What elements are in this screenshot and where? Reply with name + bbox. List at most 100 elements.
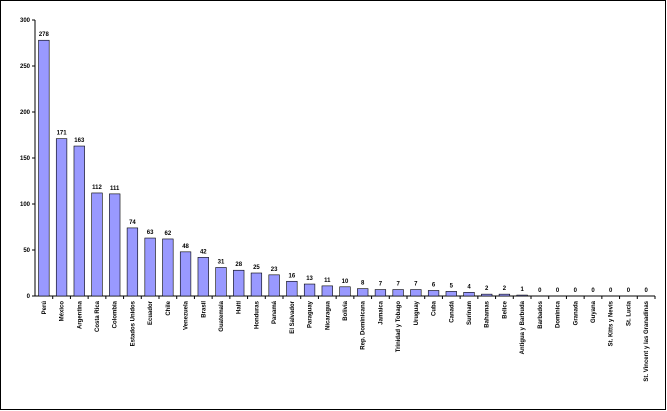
x-tick-label: St. Lucia <box>626 300 632 326</box>
value-label: 8 <box>361 281 365 287</box>
value-label: 163 <box>74 138 85 144</box>
value-label: 48 <box>182 244 189 250</box>
value-label: 25 <box>253 265 260 271</box>
x-tick-label: Canadá <box>449 300 455 322</box>
x-tick-label: Colombia <box>113 300 119 328</box>
value-label: 11 <box>324 278 331 284</box>
x-tick-label: Perú <box>42 301 48 315</box>
bar <box>357 288 369 297</box>
value-label: 13 <box>306 276 313 282</box>
x-tick-label: Estados Unidos <box>130 300 136 346</box>
value-label: 7 <box>379 282 383 288</box>
value-label: 23 <box>271 267 278 273</box>
bar <box>498 293 511 297</box>
bar <box>38 39 50 297</box>
value-label: 278 <box>39 32 50 38</box>
x-tick-label: Haití <box>237 301 243 314</box>
x-tick-label: Jamaica <box>378 300 384 324</box>
bar <box>339 286 351 297</box>
bar <box>109 193 121 297</box>
bar <box>303 283 316 297</box>
x-tick-label: Dominica <box>556 300 562 328</box>
value-label: 2 <box>485 286 489 292</box>
value-label: 171 <box>57 131 68 137</box>
x-tick-label: Granada <box>573 300 579 325</box>
y-tick-label: 150 <box>20 156 31 162</box>
x-tick-label: St. Kitts y Nevis <box>609 300 615 346</box>
value-label: 0 <box>556 288 560 294</box>
bar <box>233 269 245 297</box>
x-tick-label: Belice <box>502 300 508 318</box>
x-tick-label: Bahamas <box>485 300 491 327</box>
bar <box>179 251 192 297</box>
value-label: 0 <box>591 288 595 294</box>
y-tick-label: 300 <box>20 18 31 24</box>
bar <box>481 293 493 297</box>
bar <box>463 292 475 297</box>
x-tick-label: Paraguay <box>308 300 314 328</box>
bar <box>445 291 457 297</box>
bar <box>91 192 103 297</box>
value-label: 2 <box>503 286 507 292</box>
x-tick-label: Costa Rica <box>95 300 101 332</box>
x-tick-label: Guyana <box>591 300 597 323</box>
value-label: 0 <box>538 288 542 294</box>
x-tick-label: Cuba <box>432 300 438 316</box>
value-label: 6 <box>432 282 436 288</box>
value-label: 31 <box>218 259 225 265</box>
x-tick-label: St. Vincent y las Granadinas <box>644 300 650 381</box>
value-label: 0 <box>609 288 613 294</box>
bar <box>250 272 263 297</box>
x-tick-label: México <box>60 301 66 322</box>
bar <box>144 237 156 297</box>
bar <box>286 280 298 297</box>
x-tick-label: Ecuador <box>148 300 154 325</box>
value-label: 0 <box>627 288 631 294</box>
bar <box>516 294 528 297</box>
bar <box>410 289 422 297</box>
bar <box>268 274 280 297</box>
x-tick-label: Trinidad y Tobago <box>396 301 402 353</box>
x-tick-label: Bolivia <box>343 300 349 320</box>
x-tick-label: Argentina <box>77 300 83 329</box>
x-tick-label: Uruguay <box>414 300 420 325</box>
y-tick-label: 50 <box>23 248 30 254</box>
bar <box>427 290 440 297</box>
bar <box>162 238 174 297</box>
x-tick-label: Barbados <box>538 300 544 328</box>
x-tick-label: Rep. Dominicana <box>361 300 367 349</box>
value-label: 10 <box>342 279 349 285</box>
value-label: 42 <box>200 249 207 255</box>
bar <box>215 267 227 297</box>
y-tick-label: 0 <box>27 294 31 300</box>
x-tick-label: Nicaragua <box>325 300 331 330</box>
x-tick-label: Antigua y Barbuda <box>520 300 526 354</box>
value-label: 112 <box>92 185 102 191</box>
value-label: 28 <box>235 262 242 268</box>
value-label: 4 <box>467 284 471 290</box>
value-label: 62 <box>165 231 172 237</box>
x-tick-label: Panamá <box>272 300 278 324</box>
bar <box>73 145 85 297</box>
value-label: 74 <box>129 220 136 226</box>
bar <box>197 257 209 297</box>
y-tick-label: 200 <box>20 110 31 116</box>
x-tick-label: Surinam <box>467 301 473 325</box>
y-tick-label: 100 <box>20 202 31 208</box>
bar <box>392 289 404 297</box>
value-label: 1 <box>520 287 524 293</box>
x-tick-label: Guatemala <box>219 300 225 331</box>
bar <box>126 227 139 297</box>
y-tick-label: 250 <box>20 64 31 70</box>
value-label: 16 <box>289 273 296 279</box>
x-tick-label: Honduras <box>254 300 260 329</box>
value-label: 0 <box>574 288 578 294</box>
bar <box>321 285 333 297</box>
x-tick-label: Venezuela <box>184 300 190 330</box>
value-label: 5 <box>450 283 454 289</box>
value-label: 63 <box>147 230 154 236</box>
value-label: 111 <box>110 186 120 192</box>
x-tick-label: El Salvador <box>290 300 296 333</box>
x-tick-label: Chile <box>166 300 172 315</box>
